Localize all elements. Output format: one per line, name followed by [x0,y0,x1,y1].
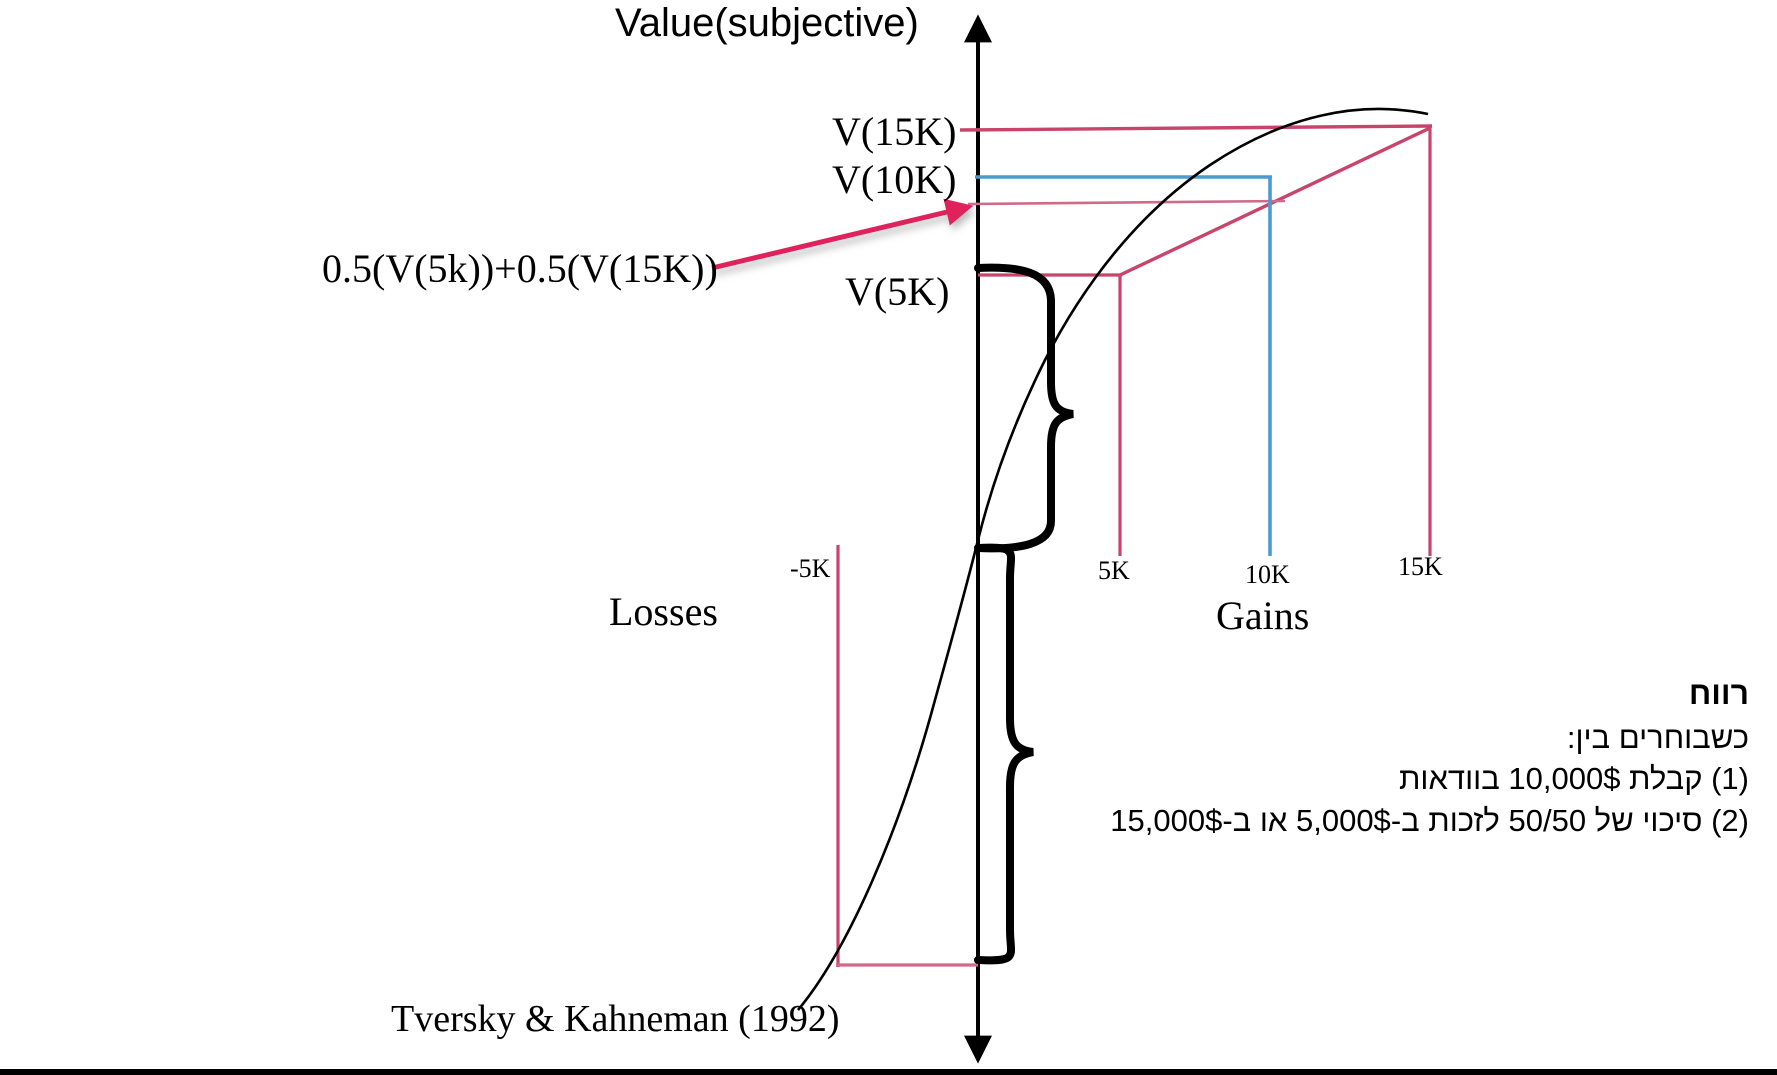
gain-brace [974,263,1074,553]
hebrew-heading: רווח [1688,675,1749,711]
guide-expected-value-horizontal [967,199,1286,206]
annotation-arrow [711,198,974,271]
tick-label-5k: 5K [1098,556,1130,585]
expected-value-annotation: 0.5(V(5k))+0.5(V(15K)) [322,246,718,291]
gains-axis-label: Gains [1216,593,1310,638]
tick-label-15k: 15K [1398,552,1443,581]
label-v15k: V(15K) [832,109,957,154]
label-v5k: V(5K) [845,269,950,314]
losses-axis-label: Losses [609,589,718,634]
hebrew-option-1: (1) קבלת 10,000$ בוודאות [1398,761,1749,797]
tick-label-10k: 10K [1245,560,1290,589]
hebrew-explanation-block: רווח כשבוחרים בין: (1) קבלת 10,000$ בווד… [989,672,1749,841]
label-v10k: V(10K) [832,157,957,202]
slide-bottom-rule [0,1069,1777,1075]
hebrew-intro-line: כשבוחרים בין: [1566,719,1749,755]
guide-v15k-horizontal [959,124,1433,132]
hebrew-option-2: (2) סיכוי של 50/50 לזכות ב-5,000$ או ב-1… [1110,802,1749,838]
y-axis-title: Value(subjective) [615,1,919,45]
citation-label: Tversky & Kahneman (1992) [391,998,840,1040]
loss-brace [974,543,1034,965]
tick-label-neg5k: -5K [790,554,831,583]
value-function-curve [797,107,1429,1011]
